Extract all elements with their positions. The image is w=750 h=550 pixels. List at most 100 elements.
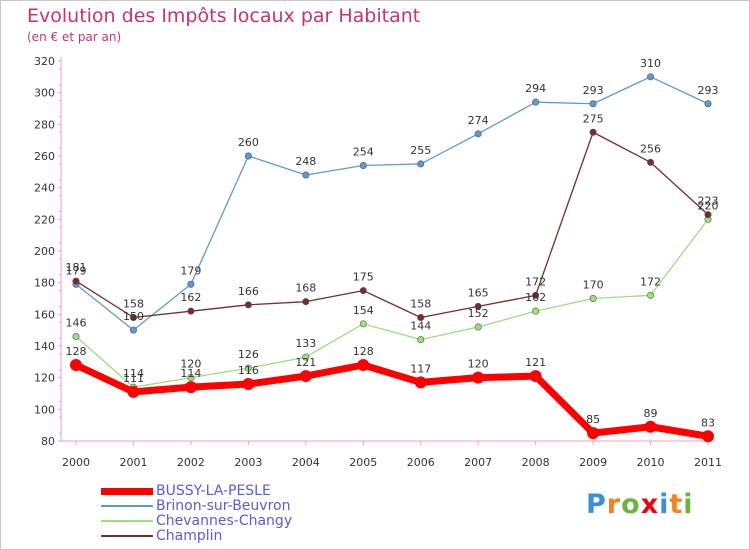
chart-subtitle: (en € et par an) [27,30,122,44]
data-point [184,381,197,394]
logo-letter: x [640,489,660,520]
data-label: 133 [295,337,316,350]
data-point [72,277,80,285]
data-label: 179 [180,264,201,277]
data-point [704,211,712,219]
logo-letter: t [669,489,684,520]
data-label: 117 [410,362,431,375]
data-label: 220 [698,199,719,212]
data-label: 158 [410,298,431,311]
x-tick-label: 2007 [464,456,492,469]
data-label: 111 [123,372,144,385]
x-tick-label: 2011 [694,456,722,469]
series-line-1 [75,76,709,331]
data-point [589,100,597,108]
data-label: 293 [583,84,604,97]
data-label: 120 [468,358,489,371]
data-label: 162 [525,291,546,304]
data-label: 152 [468,307,489,320]
data-label: 89 [644,407,658,420]
logo-letter: i [683,489,694,520]
data-label: 274 [468,114,489,127]
x-tick-label: 2004 [292,456,320,469]
data-label: 162 [180,291,201,304]
x-tick-label: 2002 [177,456,205,469]
data-point [357,359,370,371]
data-label: 254 [353,146,374,159]
x-tick-label: 2009 [579,456,607,469]
data-point [587,427,600,440]
data-label: 114 [123,367,144,380]
y-tick-label: 120 [34,372,55,385]
data-point [129,326,137,334]
legend-swatch [101,487,153,495]
data-point [474,302,482,310]
data-label: 293 [698,84,719,97]
data-label: 166 [238,285,259,298]
data-point [647,158,655,166]
data-point [417,336,425,344]
logo-letter: i [659,489,670,520]
data-point [589,128,597,136]
x-tick-label: 2006 [407,456,435,469]
data-label: 154 [353,304,374,317]
data-label: 310 [640,57,661,70]
data-point [244,301,252,309]
y-tick-label: 320 [34,55,55,68]
data-point [472,371,485,384]
chart-title: Evolution des Impôts locaux par Habitant [27,5,421,27]
logo-letter: P [586,489,607,520]
data-label: 248 [295,155,316,168]
data-label: 260 [238,136,259,149]
data-label: 150 [123,310,144,323]
data-point [359,320,367,328]
x-tick-label: 2001 [119,456,147,469]
data-label: 294 [525,82,546,95]
data-point [474,323,482,331]
legend-label: BUSSY-LA-PESLE [156,483,271,499]
y-tick-label: 280 [34,118,55,131]
x-tick-label: 2010 [637,456,665,469]
data-point [302,298,310,306]
data-point [299,370,312,383]
data-point [70,359,82,371]
x-tick-label: 2003 [234,456,262,469]
x-tick-label: 2008 [522,456,550,469]
data-point [532,98,540,106]
data-label: 158 [123,298,144,311]
data-point [647,73,655,81]
data-point [704,100,712,108]
legend-swatch [101,535,153,537]
data-label: 146 [66,317,87,330]
data-label: 255 [410,144,431,157]
legend-label: Chevannes-Changy [156,513,293,529]
data-point [302,171,310,179]
data-label: 168 [295,282,316,295]
series-line-3 [75,131,709,319]
y-tick-label: 260 [34,150,55,163]
data-label: 114 [180,367,201,380]
data-point [129,313,137,321]
data-label: 128 [66,345,87,358]
data-point [359,287,367,295]
data-label: 120 [180,358,201,371]
data-point [359,162,367,170]
logo-letter: o [621,489,641,520]
line-chart: 80 100 120 140 160 180 200 220 240 260 280 300 320 20… [34,55,722,469]
logo-letter: r [606,489,622,520]
data-label: 83 [701,416,715,429]
data-point [702,430,714,443]
data-label: 121 [525,356,546,369]
legend-swatch [101,520,153,522]
data-point [644,420,657,433]
series-line-0 [74,361,709,440]
proxiti-logo: Proxiti [586,489,694,520]
y-tick-label: 200 [34,245,55,258]
legend-label: Champlin [156,528,223,544]
data-point [244,152,252,160]
y-tick-label: 220 [34,213,55,226]
data-label: 175 [353,271,374,284]
data-point [244,364,252,372]
data-label: 223 [698,195,719,208]
data-label: 179 [66,264,87,277]
